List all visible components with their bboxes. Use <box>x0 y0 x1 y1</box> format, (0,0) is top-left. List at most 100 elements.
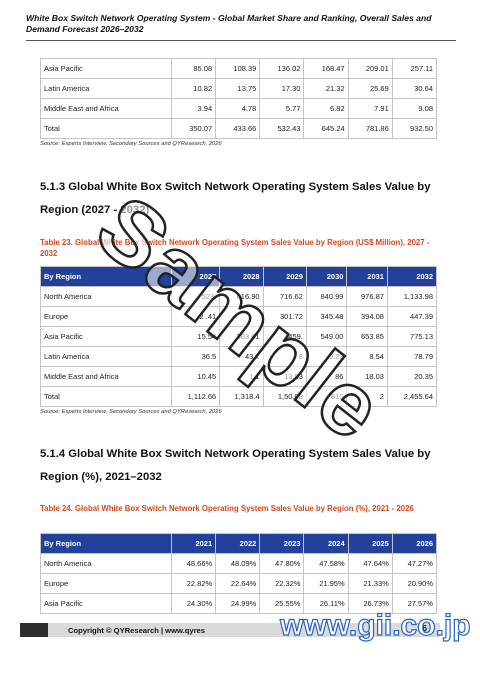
table-row: Total 1,112.66 1,318.4 1,50.08 810 2 2,4… <box>40 386 438 407</box>
table-cell: 4.78 <box>215 98 261 119</box>
table-header-row: By Region 2027 2028 2029 2030 2031 2032 <box>40 266 438 287</box>
header-divider <box>26 40 456 41</box>
table-24: By Region 2021 2022 2023 2024 2025 2026 … <box>40 533 438 614</box>
footer-copyright: Copyright © QYResearch | www.qyres <box>68 626 205 635</box>
page-header: White Box Switch Network Operating Syste… <box>26 13 432 34</box>
table-cell: 5.77 <box>259 98 305 119</box>
table-cell: 78.79 <box>386 346 438 367</box>
table-cell: 13.75 <box>215 78 261 99</box>
column-header: 2028 <box>219 266 264 287</box>
table-cell: 6.82 <box>303 98 349 119</box>
table-cell: 9.08 <box>391 98 438 119</box>
table-cell: 976.87 <box>346 286 388 307</box>
table-cell: 7.91 <box>347 98 393 119</box>
column-header: 2024 <box>303 533 349 554</box>
table-cell: 2,455.64 <box>386 386 438 407</box>
column-header: By Region <box>40 533 172 554</box>
table-cell: 1,112.66 <box>170 386 221 407</box>
table-row: Europe 22.82% 22.64% 22.32% 21.95% 21.33… <box>40 573 438 594</box>
row-label: Asia Pacific <box>40 58 172 79</box>
table-cell: 932.50 <box>391 118 438 139</box>
table-cell: 10.82 <box>170 78 217 99</box>
table-cell: 25.69 <box>347 78 393 99</box>
table-cell: 350.07 <box>170 118 217 139</box>
table-cell: 136.02 <box>259 58 305 79</box>
table-cell: 22.82% <box>170 573 217 594</box>
table-cell: 840.99 <box>305 286 348 307</box>
table-cell: 47.80% <box>259 553 305 574</box>
table-row: Europe 2 .41 301.72 345.48 394.08 447.39 <box>40 306 438 327</box>
table-cell: 775.13 <box>386 326 438 347</box>
table-22-continuation: Asia Pacific 85.08 108.39 136.02 168.47 … <box>40 58 438 139</box>
row-label: Asia Pacific <box>40 593 172 614</box>
column-header: 2032 <box>386 266 438 287</box>
column-header: By Region <box>40 266 172 287</box>
row-label: Total <box>40 118 172 139</box>
table-source-note: Source: Experts Interview, Secondary Sou… <box>40 141 222 147</box>
table-cell: 47.58% <box>303 553 349 574</box>
row-label: Latin America <box>40 346 172 367</box>
column-header: 2026 <box>391 533 438 554</box>
table-row: Asia Pacific 15.54 383.61 459. 549.00 65… <box>40 326 438 347</box>
table-cell: 3.94 <box>170 98 217 119</box>
table-cell: 21.95% <box>303 573 349 594</box>
table-caption-23: Table 23. Global White Box Switch Networ… <box>40 238 430 258</box>
table-cell: 209.01 <box>347 58 393 79</box>
row-label: Europe <box>40 573 172 594</box>
table-row: Asia Pacific 24.30% 24.99% 25.55% 26.11%… <box>40 593 438 614</box>
table-cell: 645.24 <box>303 118 349 139</box>
table-cell: 1,50.08 <box>262 386 307 407</box>
table-cell: 781.86 <box>347 118 393 139</box>
table-header-row: By Region 2021 2022 2023 2024 2025 2026 <box>40 533 438 554</box>
table-cell: 447.39 <box>386 306 438 327</box>
gii-logo: www.gii.co.jp <box>279 608 471 642</box>
table-cell: 26.11% <box>303 593 349 614</box>
table-cell: 1,133.98 <box>386 286 438 307</box>
table-row: Asia Pacific 85.08 108.39 136.02 168.47 … <box>40 58 438 79</box>
footer-bar <box>20 623 440 637</box>
table-row: Middle East and Africa 10.45 1 1 13.83 8… <box>40 366 438 387</box>
table-source-note: Source: Experts Interview, Secondary Sou… <box>40 409 222 415</box>
row-label: North America <box>40 553 172 574</box>
column-header: 2022 <box>215 533 261 554</box>
section-title-5-1-3: 5.1.3 Global White Box Switch Network Op… <box>40 181 431 216</box>
row-label: Latin America <box>40 78 172 99</box>
table-cell: 48.09% <box>215 553 261 574</box>
column-header: 2025 <box>347 533 393 554</box>
row-label: Total <box>40 386 172 407</box>
table-cell: 27.57% <box>391 593 438 614</box>
table-cell: 21.33% <box>347 573 393 594</box>
table-cell: 108.39 <box>215 58 261 79</box>
table-cell: 17.30 <box>259 78 305 99</box>
table-cell: 47.27% <box>391 553 438 574</box>
row-label: Middle East and Africa <box>40 366 172 387</box>
table-row: North America 48.66% 48.09% 47.80% 47.58… <box>40 553 438 574</box>
table-cell: 48.66% <box>170 553 217 574</box>
table-cell: 22.64% <box>215 573 261 594</box>
table-cell: 30.64 <box>391 78 438 99</box>
table-cell: 85.08 <box>170 58 217 79</box>
table-caption-24: Table 24. Global White Box Switch Networ… <box>40 504 414 513</box>
footer-accent-block <box>20 623 48 637</box>
row-label: Middle East and Africa <box>40 98 172 119</box>
table-row: Total 350.07 433.66 532.43 645.24 781.86… <box>40 118 438 139</box>
table-cell: 10.45 <box>170 366 221 387</box>
table-cell: 1,318.4 <box>219 386 264 407</box>
table-cell: 21.32 <box>303 78 349 99</box>
table-cell: 433.66 <box>215 118 261 139</box>
table-cell: 20.90% <box>391 573 438 594</box>
column-header: 2031 <box>346 266 388 287</box>
table-23: By Region 2027 2028 2029 2030 2031 2032 … <box>40 266 438 407</box>
column-header: 2030 <box>305 266 348 287</box>
row-label: Asia Pacific <box>40 326 172 347</box>
column-header: 2023 <box>259 533 305 554</box>
column-header: 2021 <box>170 533 217 554</box>
table-cell: 24.30% <box>170 593 217 614</box>
table-cell: 168.47 <box>303 58 349 79</box>
page-number: 26 <box>418 624 427 633</box>
table-row: North America 523. 616.90 716.62 840.99 … <box>40 286 438 307</box>
table-cell: 394.08 <box>346 306 388 327</box>
section-title-5-1-4: 5.1.4 Global White Box Switch Network Op… <box>40 448 431 483</box>
table-row: Latin America 10.82 13.75 17.30 21.32 25… <box>40 78 438 99</box>
table-cell: 22.32% <box>259 573 305 594</box>
